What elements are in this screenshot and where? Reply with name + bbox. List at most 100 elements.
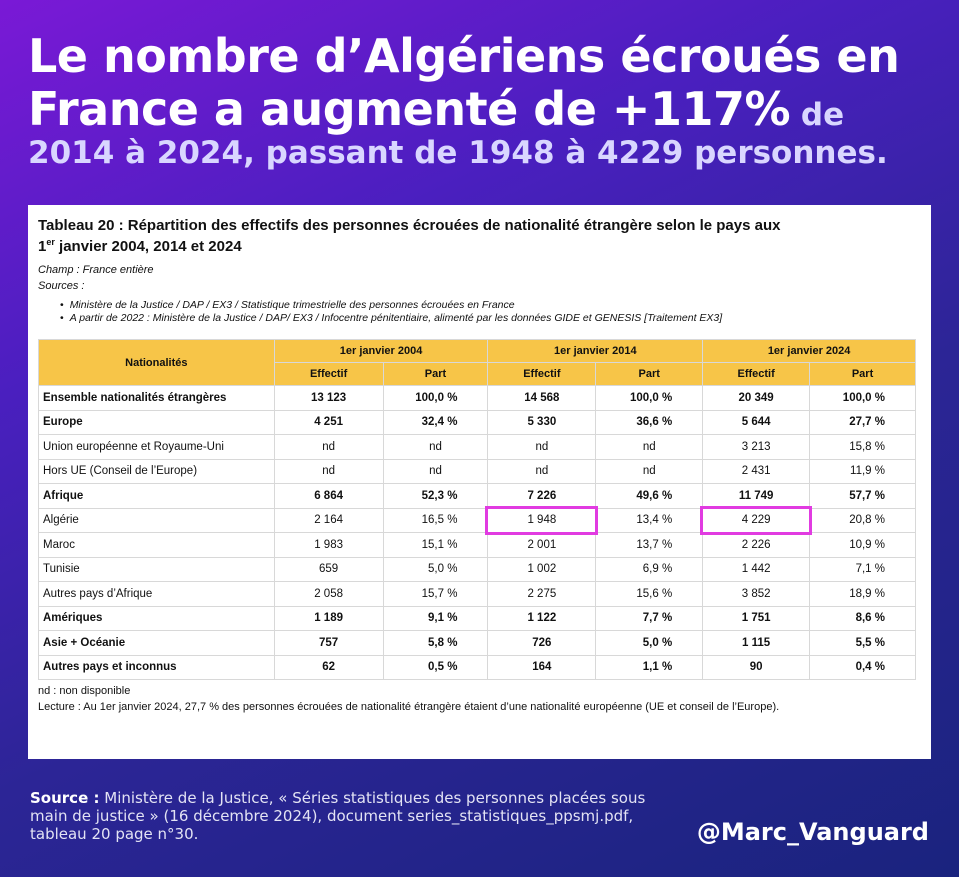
header-year-2024: 1er janvier 2024 [702,339,916,363]
cell-part: 5,5 % [809,630,916,656]
cell-part: nd [382,434,489,460]
cell-effectif: 5 644 [702,409,811,435]
table-title-line-1: Tableau 20 : Répartition des effectifs d… [38,217,781,234]
header-row-sub: Effectif Part Effectif Part Effectif Par… [39,362,916,386]
cell-part: 5,0 % [382,556,489,582]
row-label: Autres pays d’Afrique [38,581,275,607]
cell-effectif: 1 115 [702,630,811,656]
row-label: Maroc [38,532,275,558]
note-nd: nd : non disponible [38,685,131,697]
cell-part: 5,0 % [595,630,704,656]
cell-effectif: 1 122 [487,605,597,631]
table-row: Asie + Océanie 757 5,8 % 726 5,0 % 1 115… [38,630,916,656]
row-label: Union européenne et Royaume-Uni [38,434,275,460]
table-row: Amériques 1 189 9,1 % 1 122 7,7 % 1 751 … [38,605,916,631]
cell-effectif: 2 431 [702,458,811,484]
row-label: Hors UE (Conseil de l’Europe) [38,458,275,484]
cell-part: 1,1 % [595,654,704,680]
headline-line-2: France a augmenté de +117% de [28,81,933,136]
cell-part: 0,5 % [382,654,489,680]
cell-part: nd [382,458,489,484]
headline-line-2-small: de [790,96,845,133]
cell-part: nd [595,458,704,484]
header-effectif: Effectif [273,362,384,386]
row-label: Algérie [38,507,275,533]
cell-part: 52,3 % [382,483,489,509]
headline-line-2-big: France a augmenté de +117% [28,81,791,136]
row-label: Tunisie [38,556,275,582]
cell-effectif: 3 852 [702,581,811,607]
headline-line-1: Le nombre d’Algériens écroués en [28,29,900,83]
cell-effectif: 757 [273,630,384,656]
cell-part: 16,5 % [382,507,489,533]
cell-effectif: 164 [487,654,597,680]
row-label: Afrique [38,483,275,509]
headline: Le nombre d’Algériens écroués en France … [28,30,933,171]
table-title-sup: er [46,237,55,247]
cell-part: 100,0 % [809,385,916,411]
cell-effectif-highlighted-2014: 1 948 [485,506,599,535]
sources-list: Ministère de la Justice / DAP / EX3 / St… [60,299,923,325]
cell-part: 15,6 % [595,581,704,607]
header-part: Part [809,362,916,386]
table-row: Hors UE (Conseil de l’Europe) nd nd nd n… [38,458,916,484]
cell-part: 9,1 % [382,605,489,631]
cell-effectif: nd [273,458,384,484]
source-bullet-1: Ministère de la Justice / DAP / EX3 / St… [60,299,923,312]
row-label: Asie + Océanie [38,630,275,656]
cell-effectif: nd [487,434,597,460]
cell-effectif: 14 568 [487,385,597,411]
table-row: Maroc 1 983 15,1 % 2 001 13,7 % 2 226 10… [38,532,916,558]
cell-effectif: 6 864 [273,483,384,509]
headline-line-3: 2014 à 2024, passant de 1948 à 4229 pers… [28,134,888,171]
cell-effectif-highlighted-2024: 4 229 [700,506,813,535]
sources-label: Sources : [38,280,85,292]
cell-part: 5,8 % [382,630,489,656]
cell-part: 20,8 % [809,507,916,533]
cell-effectif: 2 164 [273,507,384,533]
cell-effectif: nd [273,434,384,460]
table-title: Tableau 20 : Répartition des effectifs d… [38,217,923,255]
cell-part: 0,4 % [809,654,916,680]
cell-effectif: 659 [273,556,384,582]
row-label: Ensemble nationalités étrangères [38,385,275,411]
cell-part: 36,6 % [595,409,704,435]
table-row: Ensemble nationalités étrangères 13 123 … [38,385,916,411]
cell-effectif: 2 001 [487,532,597,558]
header-year-2014: 1er janvier 2014 [487,339,704,363]
cell-part: 10,9 % [809,532,916,558]
cell-effectif: 13 123 [273,385,384,411]
cell-effectif: 5 330 [487,409,597,435]
cell-part: 11,9 % [809,458,916,484]
note-lecture: Lecture : Au 1er janvier 2024, 27,7 % de… [38,701,780,713]
cell-effectif: 90 [702,654,811,680]
author-handle: @Marc_Vanguard [696,818,929,846]
cell-part: 15,1 % [382,532,489,558]
source-bullet-2: A partir de 2022 : Ministère de la Justi… [60,312,923,325]
cell-part: 27,7 % [809,409,916,435]
source-footer: Source : Ministère de la Justice, « Séri… [30,789,650,843]
cell-part: nd [595,434,704,460]
cell-effectif: 2 058 [273,581,384,607]
cell-part: 49,6 % [595,483,704,509]
cell-part: 7,1 % [809,556,916,582]
cell-effectif: 20 349 [702,385,811,411]
cell-effectif: 1 189 [273,605,384,631]
cell-part: 6,9 % [595,556,704,582]
cell-effectif: 2 275 [487,581,597,607]
header-part: Part [595,362,704,386]
cell-part: 100,0 % [382,385,489,411]
cell-effectif: 1 442 [702,556,811,582]
cell-part: 18,9 % [809,581,916,607]
cell-effectif: 1 983 [273,532,384,558]
table-row: Autres pays d’Afrique 2 058 15,7 % 2 275… [38,581,916,607]
row-label: Europe [38,409,275,435]
cell-effectif: 4 251 [273,409,384,435]
cell-effectif: 1 002 [487,556,597,582]
header-row-years: Nationalités 1er janvier 2004 1er janvie… [38,339,916,386]
cell-part: 57,7 % [809,483,916,509]
cell-effectif: 11 749 [702,483,811,509]
cell-effectif: 2 226 [702,532,811,558]
cell-part: 8,6 % [809,605,916,631]
source-text: Ministère de la Justice, « Séries statis… [30,789,646,843]
